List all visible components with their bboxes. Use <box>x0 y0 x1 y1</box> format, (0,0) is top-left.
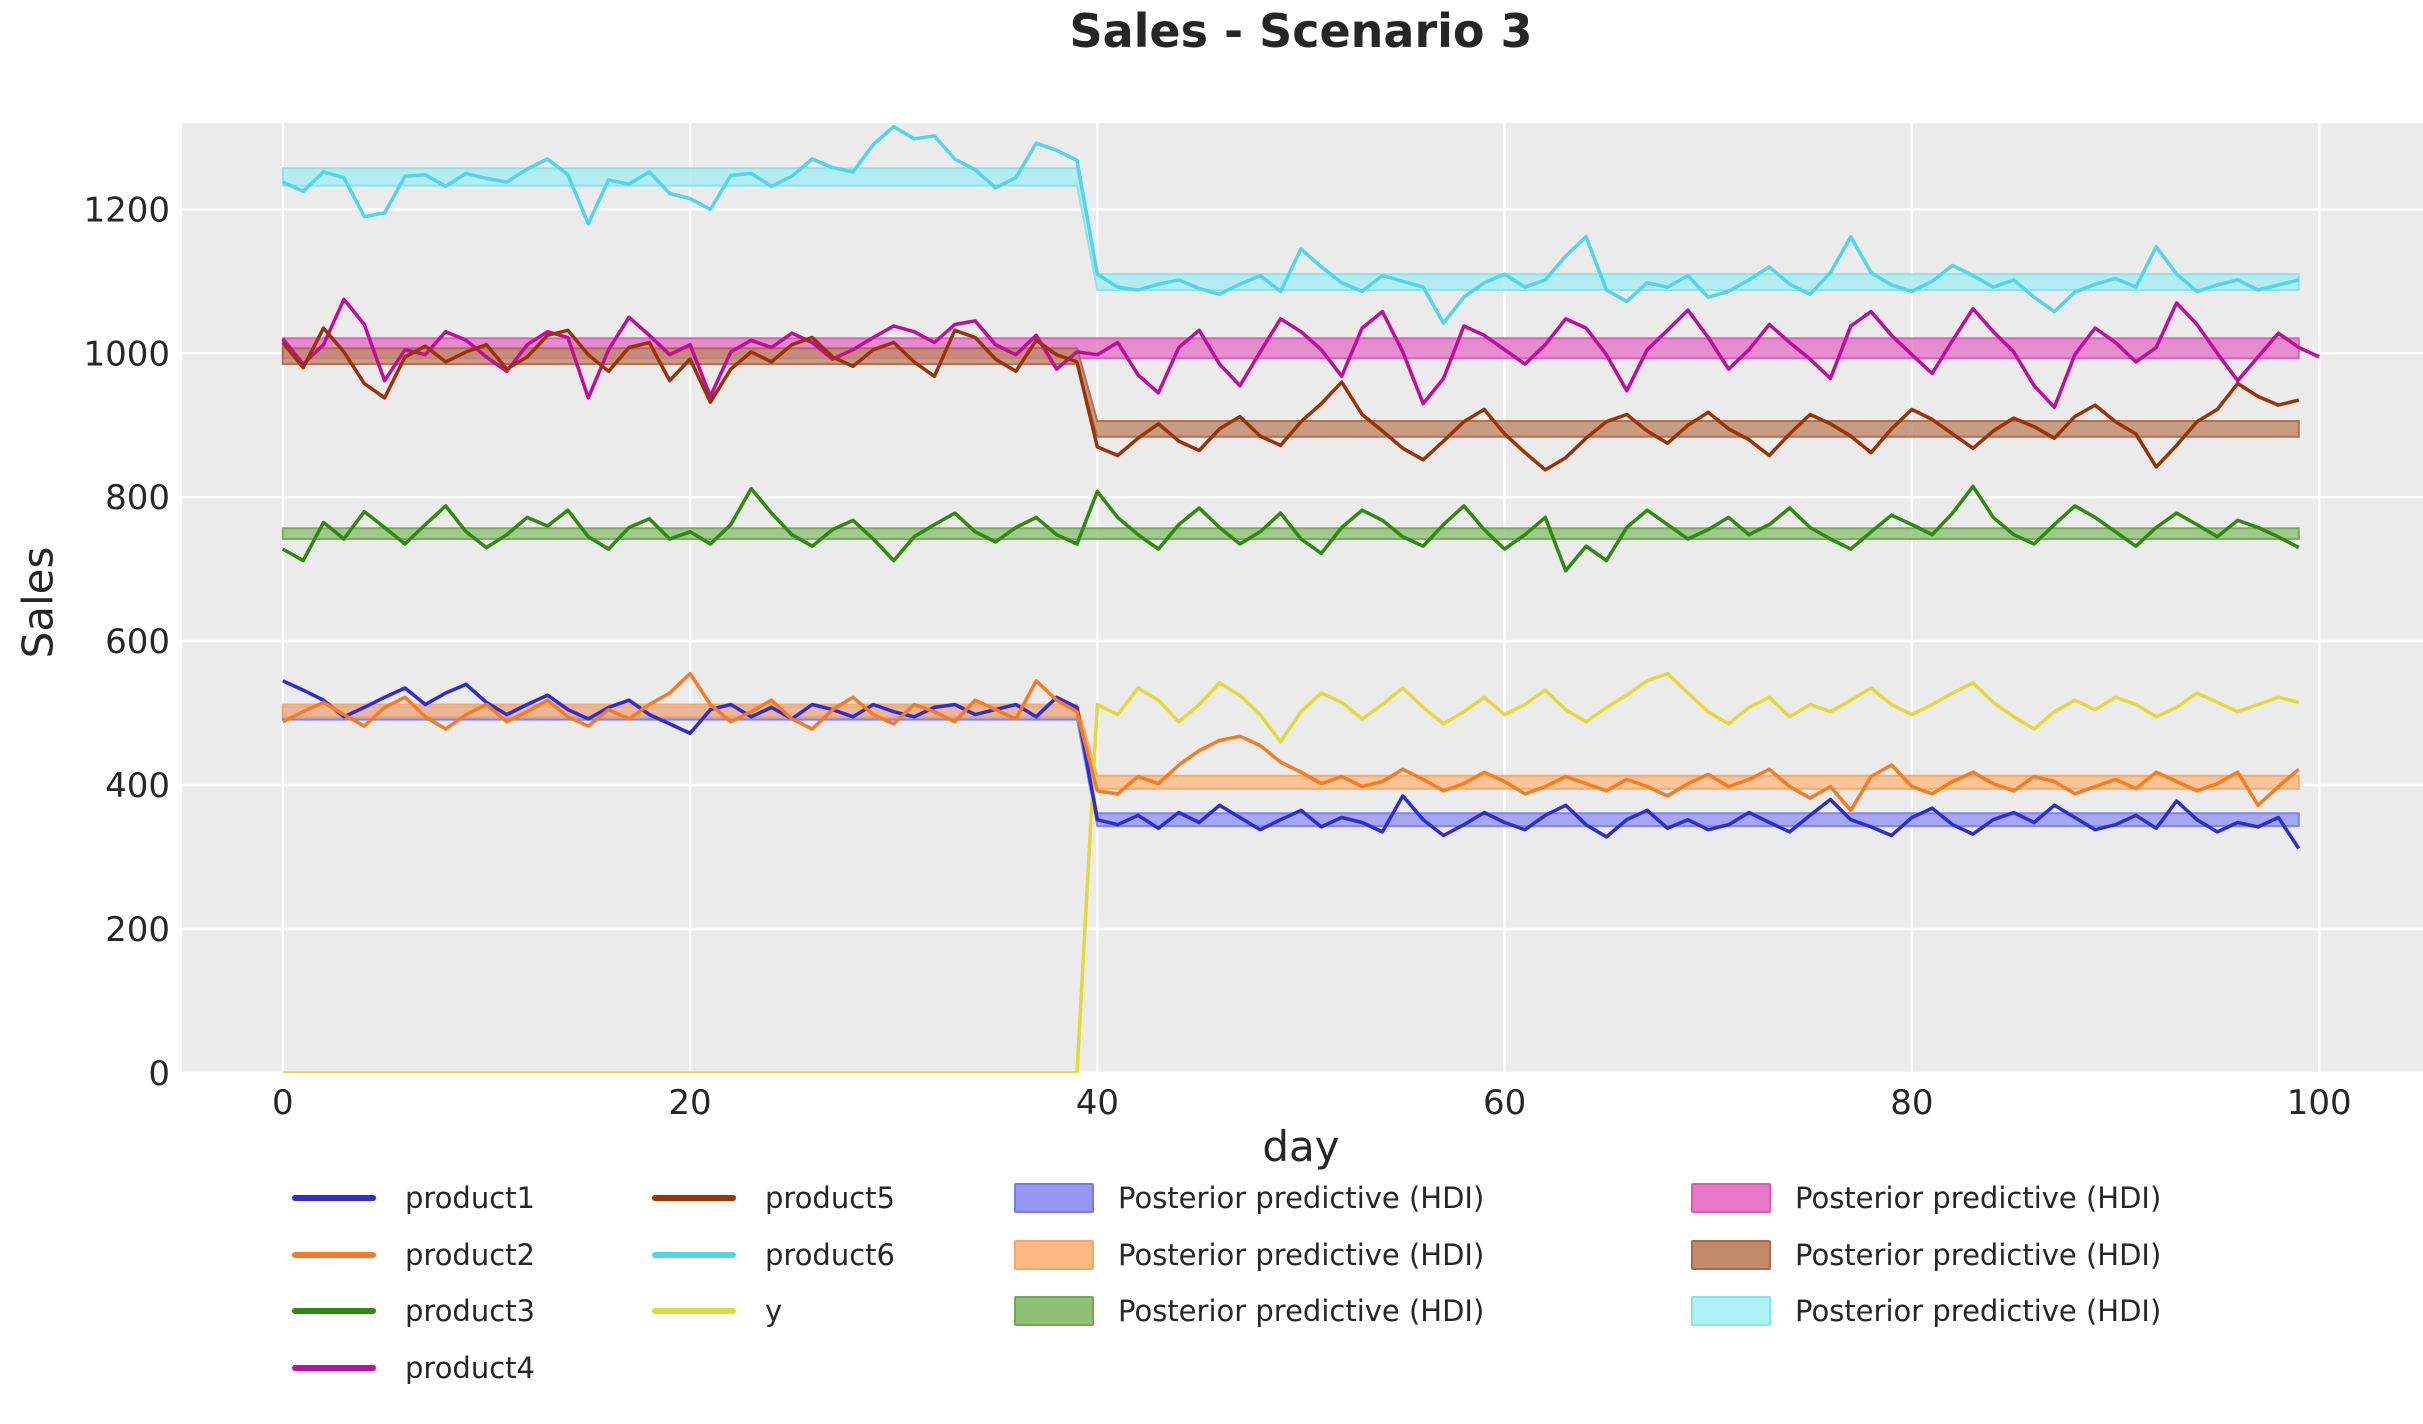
x-tick-label: 80 <box>1890 1083 1933 1123</box>
line-product6 <box>282 124 2300 325</box>
y-tick-label: 400 <box>105 766 170 806</box>
line-product4 <box>281 297 2320 410</box>
chart-title: Sales - Scenario 3 <box>1069 4 1533 58</box>
y-tick-label: 1000 <box>83 334 170 374</box>
y-tick-label: 600 <box>105 622 170 662</box>
line-y <box>282 671 2300 1073</box>
x-tick-label: 40 <box>1076 1083 1119 1123</box>
x-tick-label: 20 <box>668 1083 711 1123</box>
band-product2 <box>281 703 2300 790</box>
y-tick-label: 800 <box>105 478 170 518</box>
x-tick-label: 0 <box>272 1083 294 1123</box>
plot-background <box>182 123 2423 1073</box>
y-tick-label: 1200 <box>83 190 170 230</box>
y-tick-label: 200 <box>105 910 170 950</box>
x-axis-label: day <box>1262 1122 1340 1171</box>
x-tick-label: 60 <box>1483 1083 1526 1123</box>
series-lines <box>281 124 2320 1073</box>
x-tick-label: 100 <box>2287 1083 2352 1123</box>
line-product5 <box>281 326 2300 472</box>
line-product1 <box>282 679 2301 850</box>
y-tick-label: 0 <box>148 1054 170 1094</box>
line-product2 <box>282 671 2300 813</box>
line-product3 <box>281 484 2300 573</box>
